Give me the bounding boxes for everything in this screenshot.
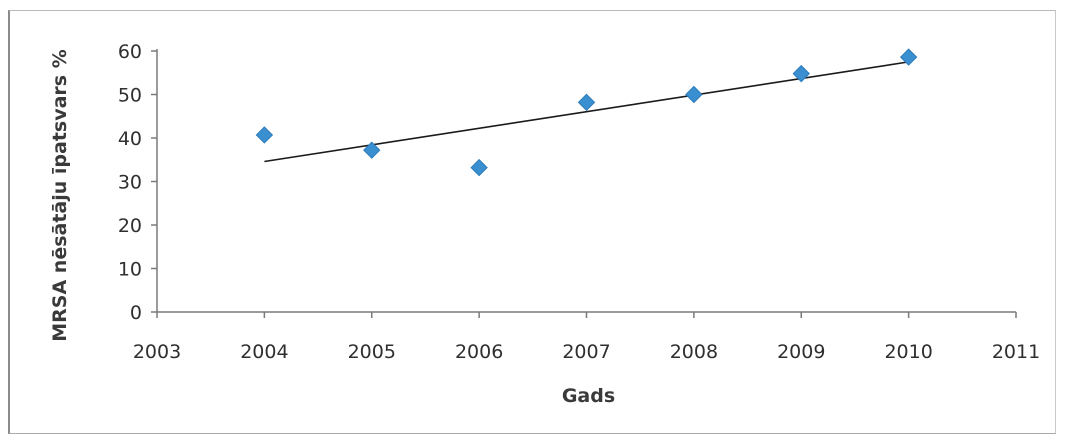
x-tick-label: 2011 <box>992 341 1040 363</box>
y-ticks: 0 10 20 30 40 50 60 <box>118 41 157 324</box>
data-point-2005 <box>363 141 381 159</box>
y-tick-label: 60 <box>118 41 142 63</box>
y-tick-label: 30 <box>118 172 142 194</box>
x-tick-label: 2010 <box>884 341 932 363</box>
data-point-2010 <box>899 48 918 66</box>
y-tick-label: 10 <box>118 259 142 281</box>
x-tick-label: 2008 <box>670 341 718 363</box>
x-tick-label: 2005 <box>348 341 396 363</box>
trendline <box>264 61 909 163</box>
axes <box>156 49 1016 313</box>
x-tick-label: 2006 <box>455 341 503 363</box>
y-axis-title: MRSA nēsātāju īpatsvars % <box>49 49 71 342</box>
x-tick-label: 2004 <box>240 341 288 363</box>
data-point-2008 <box>685 85 703 104</box>
y-tick-label: 20 <box>118 215 142 237</box>
data-point-2009 <box>792 64 810 83</box>
x-tick-label: 2009 <box>777 341 825 363</box>
data-points <box>255 48 918 177</box>
chart-frame <box>8 10 1056 434</box>
x-ticks: 2003 2004 2005 2006 2007 2008 2009 2010 2011 <box>133 312 1040 363</box>
x-tick-label: 2003 <box>133 341 181 363</box>
x-axis-title: Gads <box>562 385 615 407</box>
trendline-group <box>264 61 909 163</box>
data-point-2004 <box>255 126 274 144</box>
data-point-2006 <box>470 158 488 177</box>
y-tick-label: 0 <box>130 302 142 324</box>
data-point-2007 <box>577 93 596 112</box>
x-tick-label: 2007 <box>562 341 610 363</box>
y-tick-label: 40 <box>118 128 142 150</box>
y-tick-label: 50 <box>118 85 142 107</box>
